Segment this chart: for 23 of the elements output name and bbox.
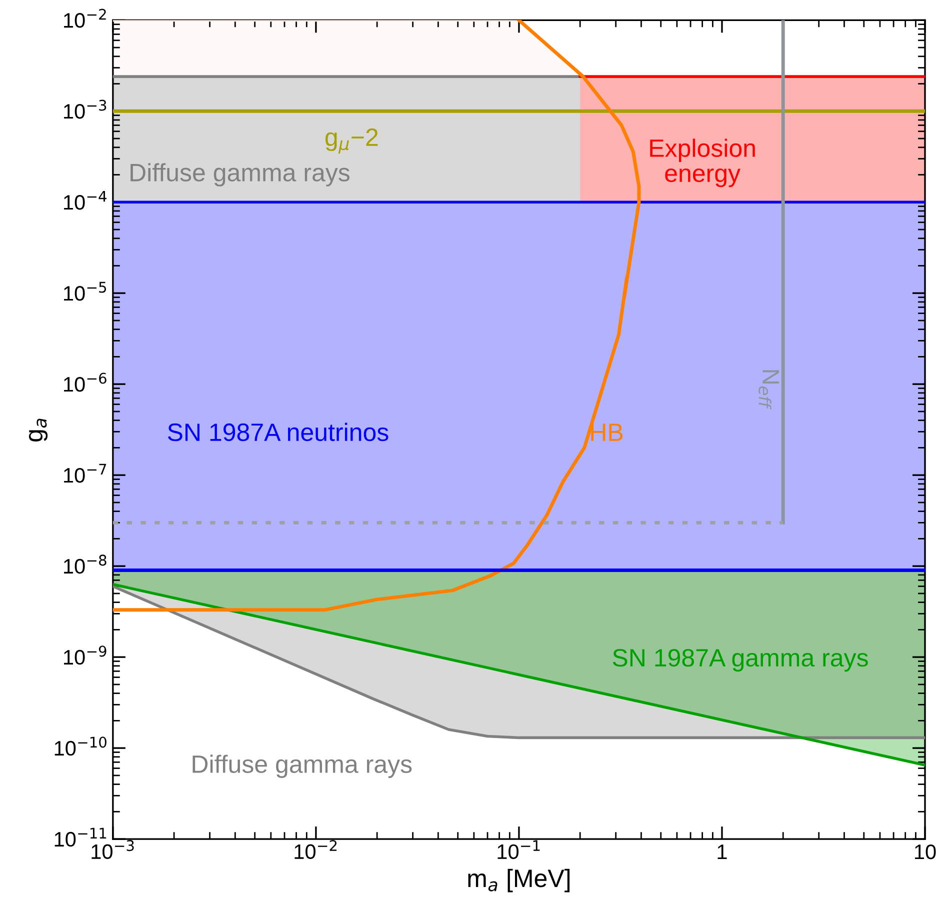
y-tick-label: 10$^{−4}$ [64, 190, 106, 210]
annotation: Explosion energy [650, 138, 755, 188]
annotation: N$_{eff}$ [758, 370, 779, 410]
y-tick-label: 10$^{−5}$ [64, 282, 106, 301]
y-tick-label: 10$^{−3}$ [64, 100, 106, 119]
x-tick-label: 10$^{−1}$ [498, 840, 540, 860]
annotation: Diffuse gamma rays [130, 163, 350, 186]
annotation: HB [591, 424, 623, 441]
y-tick-label: 10$^{−9}$ [64, 646, 106, 665]
annotation: SN 1987A neutrinos [168, 422, 388, 442]
y-tick-label: 10$^{−6}$ [64, 372, 106, 392]
x-axis-title: m$_{a}$ [MeV] [468, 868, 570, 892]
y-tick-label: 10$^{−2}$ [64, 8, 106, 28]
x-tick-label: 1 [718, 844, 727, 860]
y-tick-label: 10$^{−8}$ [64, 554, 106, 574]
x-tick-label: 10$^{−2}$ [294, 840, 337, 860]
x-tick-label: 10 [915, 844, 936, 860]
annotation: SN 1987A gamma rays [612, 648, 868, 672]
y-tick-label: 10$^{−7}$ [64, 464, 106, 483]
annotation: g$_{μ}$−2 [325, 128, 378, 154]
annotation: Diffuse gamma rays [192, 754, 412, 778]
y-tick-label: 10$^{−10}$ [54, 736, 106, 756]
y-axis-title: g$_{a}$ [28, 418, 48, 442]
